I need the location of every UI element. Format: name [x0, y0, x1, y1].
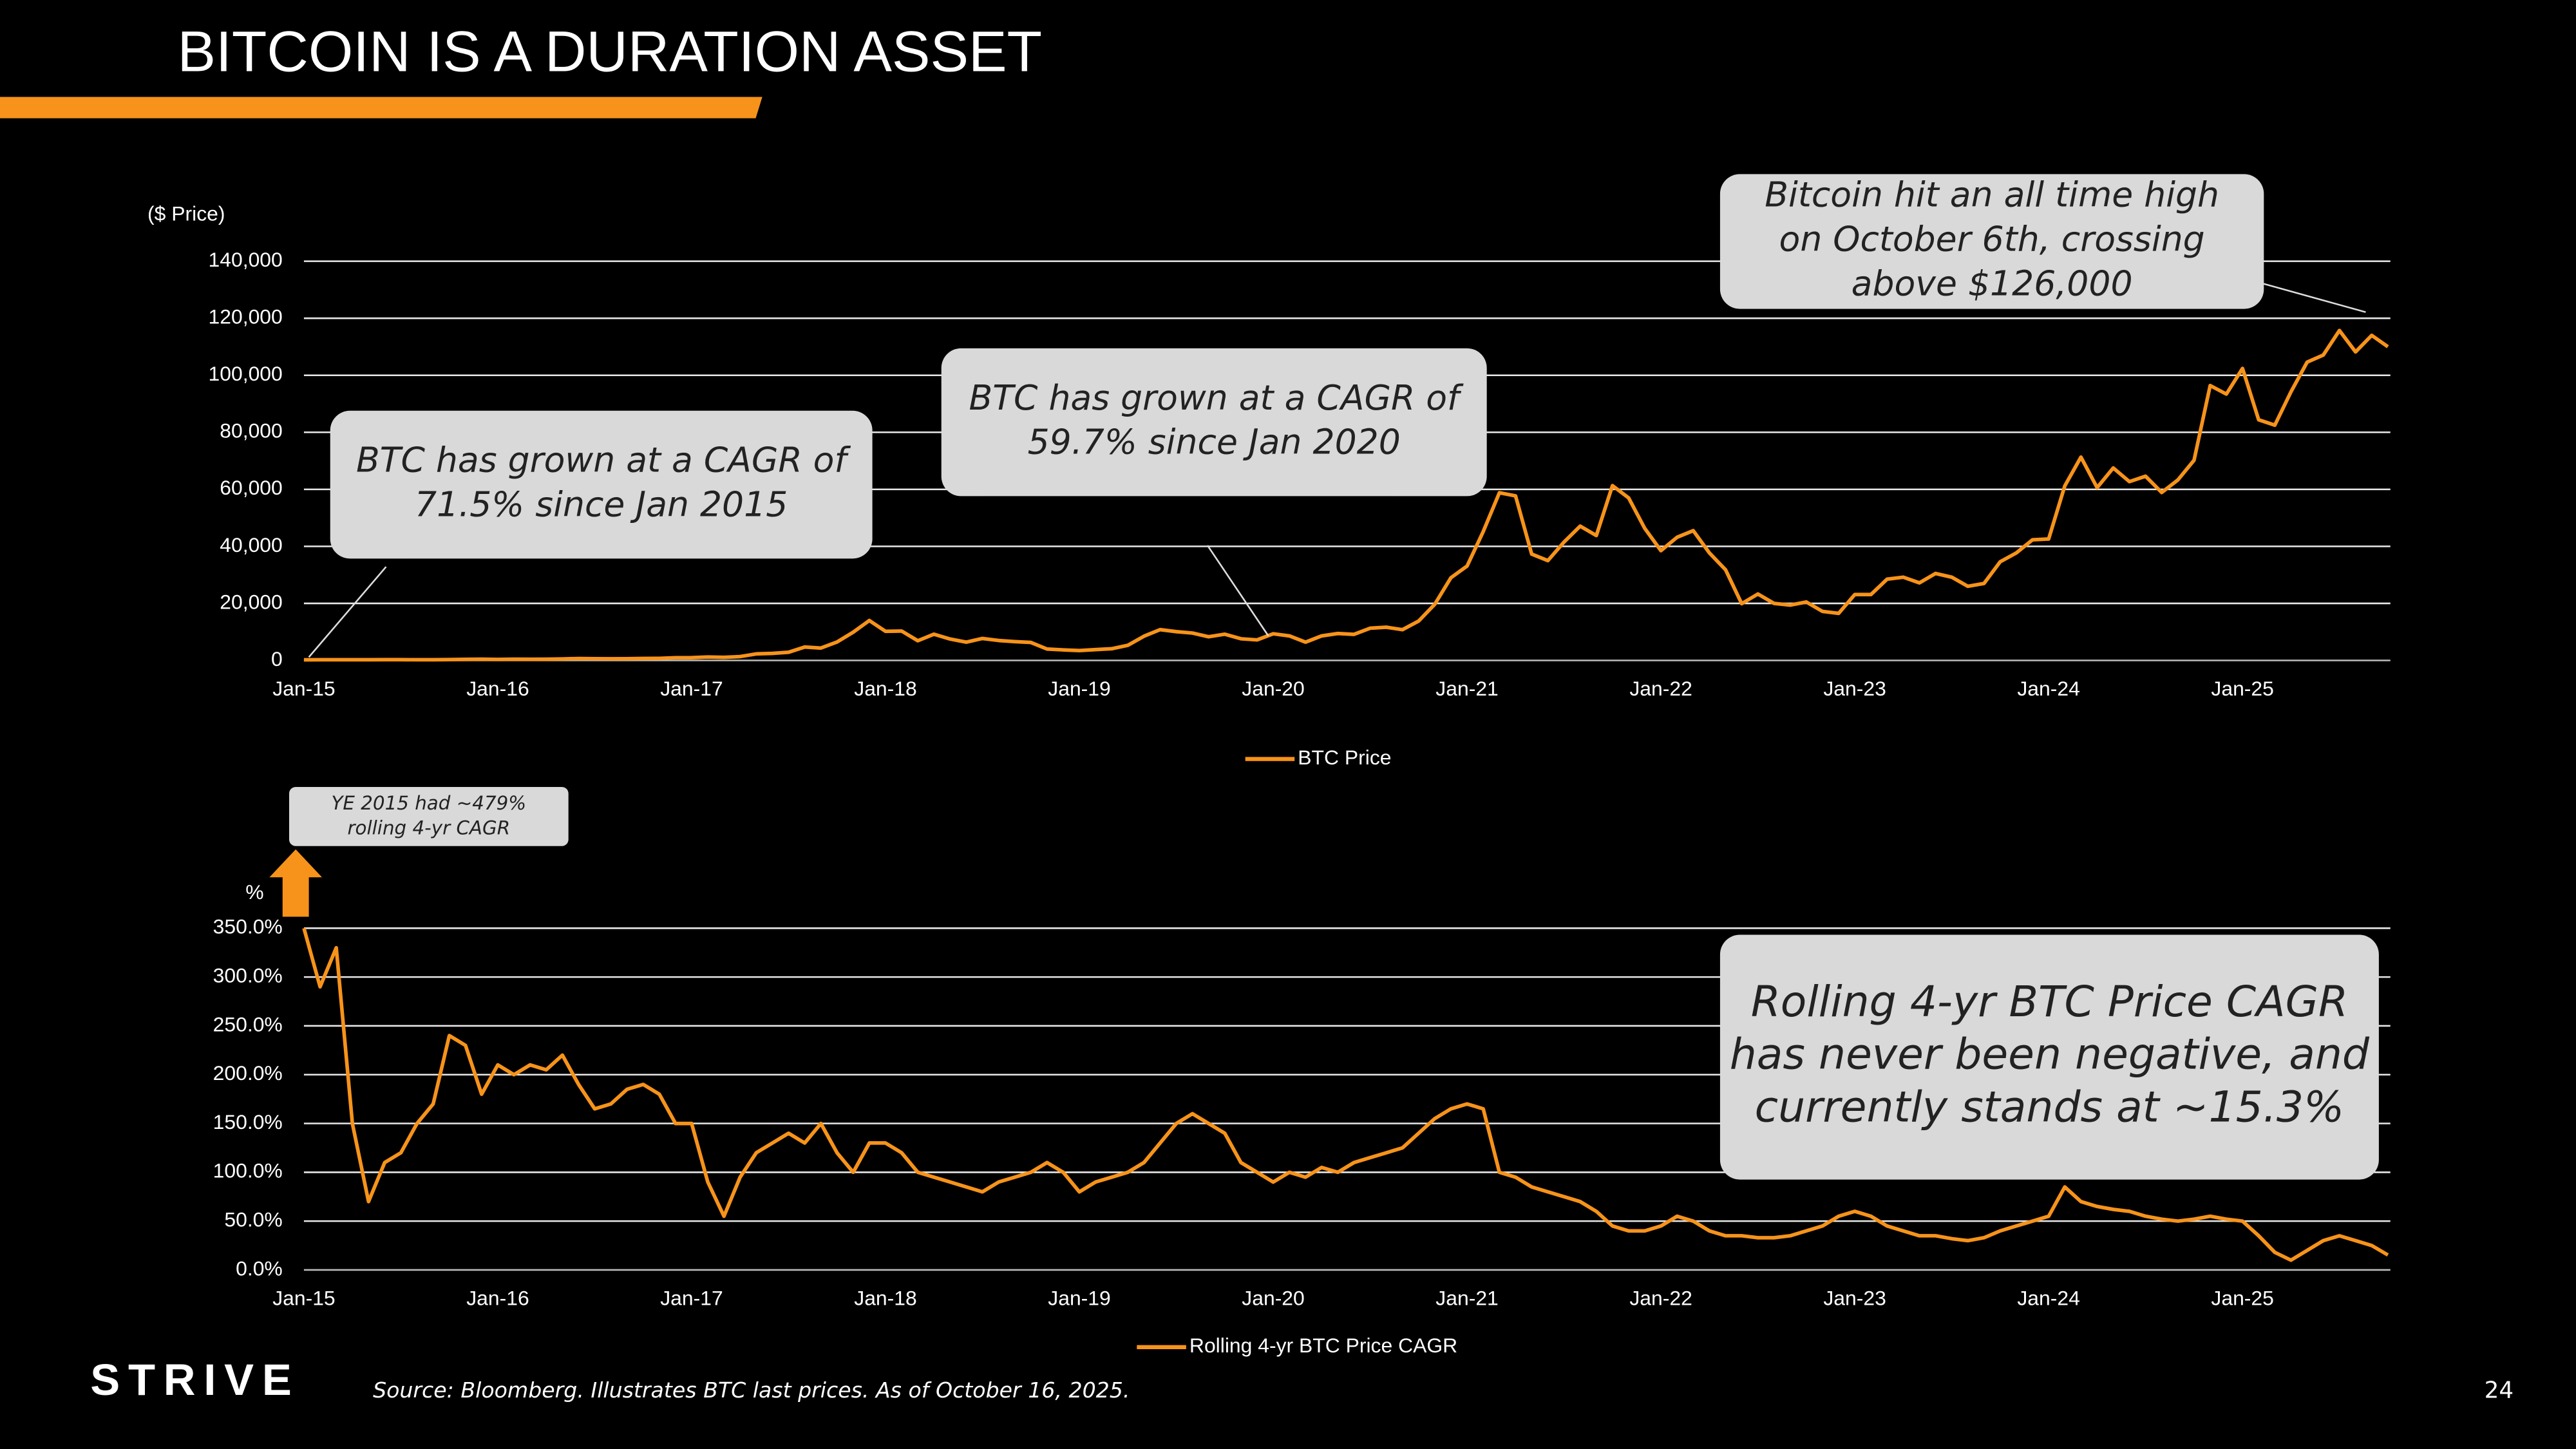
annotation-text: Bitcoin hit an all time high — [1765, 175, 2219, 215]
y-axis-unit: ($ Price) — [147, 202, 225, 225]
slide-title: BITCOIN IS A DURATION ASSET — [178, 19, 1043, 83]
annotation-box — [1719, 934, 2379, 1180]
annotation-box — [330, 410, 873, 559]
x-tick-label: Jan-17 — [660, 1286, 723, 1309]
annotation-text: has never been negative, and — [1730, 1029, 2370, 1079]
logo: STRIVE — [90, 1355, 299, 1405]
annotation-text: 71.5% since Jan 2015 — [415, 484, 788, 525]
x-tick-label: Jan-21 — [1435, 677, 1498, 700]
page-number: 24 — [2485, 1378, 2514, 1404]
data-line — [303, 328, 2389, 662]
x-tick-label: Jan-15 — [272, 1286, 335, 1309]
note-text: rolling 4-yr CAGR — [348, 817, 511, 838]
y-tick-label: 0.0% — [236, 1256, 283, 1280]
x-tick-label: Jan-18 — [854, 677, 916, 700]
annotation-box — [941, 348, 1487, 497]
x-tick-label: Jan-23 — [1823, 1286, 1886, 1309]
x-tick-label: Jan-19 — [1048, 1286, 1110, 1309]
x-tick-label: Jan-18 — [854, 1286, 916, 1309]
annotation-text: on October 6th, crossing — [1779, 219, 2205, 260]
x-tick-label: Jan-25 — [2211, 677, 2273, 700]
up-arrow — [269, 849, 322, 917]
x-tick-label: Jan-24 — [2017, 1286, 2079, 1309]
annotation-text: BTC has grown at a CAGR of — [969, 377, 1464, 418]
y-tick-label: 300.0% — [213, 964, 283, 987]
x-tick-label: Jan-15 — [272, 677, 335, 700]
annotation-text: BTC has grown at a CAGR of — [356, 440, 851, 480]
x-tick-label: Jan-24 — [2017, 677, 2079, 700]
y-tick-label: 100,000 — [209, 362, 283, 385]
y-tick-label: 350.0% — [213, 915, 283, 938]
y-tick-label: 100.0% — [213, 1159, 283, 1182]
y-tick-label: 150.0% — [213, 1110, 283, 1133]
x-tick-label: Jan-16 — [466, 1286, 529, 1309]
x-tick-label: Jan-20 — [1242, 677, 1304, 700]
x-tick-label: Jan-17 — [660, 677, 723, 700]
y-tick-label: 250.0% — [213, 1012, 283, 1036]
annotation-text: 59.7% since Jan 2020 — [1028, 422, 1401, 462]
annotation-text: above $126,000 — [1852, 263, 2133, 304]
x-tick-label: Jan-16 — [466, 677, 529, 700]
annotation-box — [1719, 174, 2264, 309]
y-tick-label: 60,000 — [220, 476, 283, 499]
y-tick-label: 140,000 — [209, 248, 283, 271]
y-tick-label: 40,000 — [220, 533, 283, 556]
title-bar — [0, 97, 762, 118]
y-tick-label: 80,000 — [220, 419, 283, 442]
x-tick-label: Jan-19 — [1048, 677, 1110, 700]
x-tick-label: Jan-22 — [1629, 677, 1692, 700]
annotation-pointer — [2247, 278, 2366, 313]
annotation-text: Rolling 4-yr BTC Price CAGR — [1751, 976, 2348, 1027]
y-tick-label: 200.0% — [213, 1061, 283, 1084]
annotation-pointer — [1206, 545, 1269, 636]
x-tick-label: Jan-21 — [1435, 1286, 1498, 1309]
x-tick-label: Jan-23 — [1823, 677, 1886, 700]
annotation-text: currently stands at ~15.3% — [1755, 1081, 2344, 1132]
data-line — [302, 927, 2389, 1262]
x-tick-label: Jan-25 — [2211, 1286, 2273, 1309]
y-tick-label: 120,000 — [209, 305, 283, 328]
legend-label: BTC Price — [1298, 746, 1391, 769]
x-tick-label: Jan-20 — [1242, 1286, 1304, 1309]
y-tick-label: 50.0% — [224, 1208, 282, 1231]
y-axis-unit: % — [245, 880, 263, 904]
annotation-pointer — [308, 566, 387, 658]
y-tick-label: 0 — [271, 647, 283, 670]
y-tick-label: 20,000 — [220, 590, 283, 613]
legend-label: Rolling 4-yr BTC Price CAGR — [1189, 1334, 1457, 1357]
source: Source: Bloomberg. Illustrates BTC last … — [373, 1378, 1130, 1403]
note-box — [289, 786, 569, 846]
note-text: YE 2015 had ~479% — [331, 792, 526, 814]
x-tick-label: Jan-22 — [1629, 1286, 1692, 1309]
